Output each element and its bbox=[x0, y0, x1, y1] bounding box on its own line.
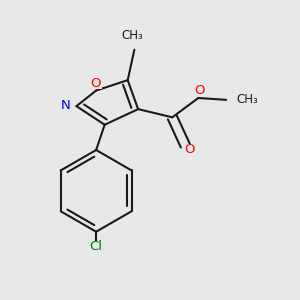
Bar bbox=[183, 145, 194, 154]
Text: O: O bbox=[184, 143, 194, 156]
Bar bbox=[90, 79, 102, 88]
Text: CH₃: CH₃ bbox=[122, 28, 143, 41]
Text: O: O bbox=[91, 76, 101, 90]
Bar bbox=[58, 100, 74, 112]
Text: N: N bbox=[61, 99, 71, 112]
Text: Cl: Cl bbox=[90, 240, 103, 253]
Bar bbox=[194, 87, 205, 96]
Text: O: O bbox=[194, 84, 205, 97]
Bar bbox=[89, 242, 104, 252]
Text: CH₃: CH₃ bbox=[237, 93, 258, 106]
